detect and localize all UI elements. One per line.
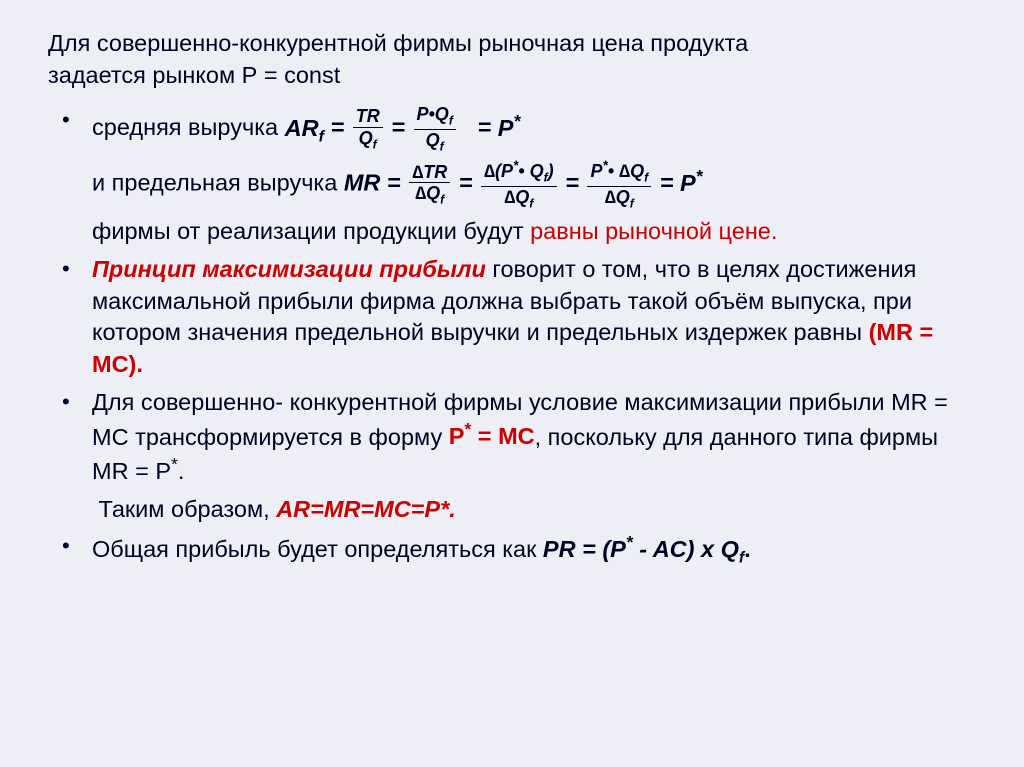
eq3: = bbox=[471, 115, 498, 141]
meq4: = bbox=[660, 170, 680, 196]
meq1: = bbox=[387, 170, 407, 196]
frac-dpq: ∆(P*• Qf) ∆Qf bbox=[479, 159, 559, 210]
pm-b: Р bbox=[449, 423, 465, 449]
eqchain-b: AR=MR=MC=P*. bbox=[276, 496, 456, 522]
mf3nsu: f bbox=[644, 171, 648, 185]
pmp-a: Принцип максимизации прибыли bbox=[92, 256, 486, 282]
meq3: = bbox=[565, 170, 585, 196]
tp-c: - AC) х Q bbox=[633, 536, 739, 562]
f2n: P•Q bbox=[417, 104, 449, 124]
pstars: * bbox=[513, 111, 520, 131]
tp-d: . bbox=[744, 536, 751, 562]
ep-b: равны рыночной цене. bbox=[530, 218, 777, 244]
title: Для совершенно-конкурентной фирмы рыночн… bbox=[48, 28, 976, 91]
item-average-revenue: средняя выручка ARf = TR Qf = P•Qf Qf = … bbox=[48, 105, 976, 153]
meq2: = bbox=[459, 170, 479, 196]
mr-formula: MR = ∆TR ∆Qf = ∆(P*• Qf) ∆Qf = P*• ∆Qf ∆… bbox=[344, 159, 703, 210]
mpstar: P bbox=[680, 170, 696, 196]
mf2ds: f bbox=[529, 196, 533, 210]
title-line1: Для совершенно-конкурентной фирмы рыночн… bbox=[48, 30, 748, 56]
ep-a: фирмы от реализации продукции будут bbox=[92, 218, 530, 244]
mf1n: ∆TR bbox=[409, 163, 450, 184]
frac-dtr: ∆TR ∆Qf bbox=[407, 163, 452, 207]
f2ds: f bbox=[440, 139, 444, 153]
ar-formula: ARf = TR Qf = P•Qf Qf = P* bbox=[285, 105, 521, 153]
frac-tr-qf: TR Qf bbox=[351, 107, 385, 151]
item-total-profit: Общая прибыль будет определяться как PR … bbox=[48, 531, 976, 569]
f1n: TR bbox=[356, 106, 380, 126]
item-pstar-mc: Для совершенно- конкурентной фирмы услов… bbox=[48, 387, 976, 488]
mf3ds: f bbox=[630, 196, 634, 210]
title-line2: задается рынком Р = const bbox=[48, 62, 340, 88]
f2ns: f bbox=[449, 114, 453, 128]
ar-sym: AR bbox=[285, 115, 319, 141]
item-ar-mr-mc-p: Таким образом, AR=MR=MC=P*. bbox=[48, 494, 976, 526]
mf3n2: • ∆Q bbox=[608, 161, 644, 181]
eqchain-a: Таким образом, bbox=[99, 496, 277, 522]
bullet-list: средняя выручка ARf = TR Qf = P•Qf Qf = … bbox=[48, 105, 976, 569]
item-marginal-revenue: и предельная выручка MR = ∆TR ∆Qf = ∆(P*… bbox=[48, 159, 976, 210]
ar-label: средняя выручка bbox=[92, 115, 285, 141]
mr-label: и предельная выручка bbox=[92, 170, 344, 196]
mf1ds: f bbox=[440, 193, 444, 207]
item-profit-max-principle: Принцип максимизации прибыли говорит о т… bbox=[48, 254, 976, 381]
mf2n3: ) bbox=[548, 161, 554, 181]
tp-b: PR = (P bbox=[543, 536, 626, 562]
eq1: = bbox=[330, 115, 350, 141]
mf1d: ∆Q bbox=[415, 183, 440, 203]
mf3d: ∆Q bbox=[605, 187, 630, 207]
tp-a: Общая прибыль будет определяться как bbox=[92, 536, 543, 562]
frac-pq-qf: P•Qf Qf bbox=[412, 105, 458, 153]
mpstars: * bbox=[696, 166, 703, 186]
mr-sym: MR bbox=[344, 170, 381, 196]
mf2n: ∆(P bbox=[484, 161, 513, 181]
mf2n2: • Q bbox=[518, 161, 543, 181]
ar-sub: f bbox=[319, 128, 324, 145]
frac-pdq: P*• ∆Qf ∆Qf bbox=[585, 159, 653, 210]
f2d: Q bbox=[426, 130, 440, 150]
mf2d: ∆Q bbox=[504, 187, 529, 207]
f1d: Q bbox=[359, 128, 373, 148]
tp-bs: * bbox=[626, 532, 633, 552]
pm-e: . bbox=[178, 458, 185, 484]
f1ds: f bbox=[373, 138, 377, 152]
pstar: P bbox=[498, 115, 514, 141]
item-equal-price: фирмы от реализации продукции будут равн… bbox=[48, 216, 976, 248]
pm-c: = MC bbox=[471, 423, 534, 449]
mf3n: P bbox=[590, 161, 602, 181]
eq2: = bbox=[391, 115, 411, 141]
pm-ds: * bbox=[171, 454, 178, 474]
